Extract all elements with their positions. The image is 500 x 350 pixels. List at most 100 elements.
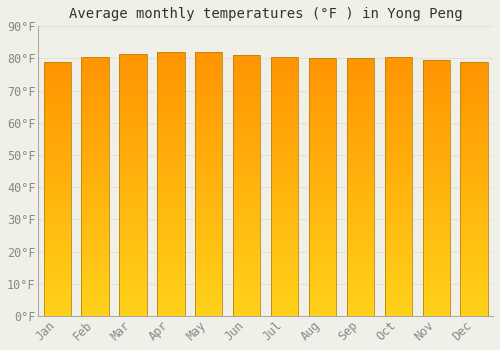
Bar <box>347 148 374 152</box>
Bar <box>422 309 450 313</box>
Bar <box>309 161 336 165</box>
Bar <box>347 284 374 287</box>
Bar <box>120 113 146 116</box>
Bar <box>120 276 146 280</box>
Bar <box>384 128 412 131</box>
Bar <box>309 306 336 309</box>
Bar <box>82 86 108 89</box>
Bar <box>195 164 222 168</box>
Bar <box>271 309 298 313</box>
Bar <box>422 149 450 153</box>
Bar <box>271 125 298 128</box>
Bar <box>347 88 374 91</box>
Bar <box>347 110 374 113</box>
Bar <box>82 118 108 122</box>
Bar <box>422 188 450 191</box>
Bar <box>82 147 108 151</box>
Bar <box>460 157 487 160</box>
Bar <box>309 187 336 190</box>
Bar <box>271 115 298 118</box>
Bar <box>195 154 222 158</box>
Bar <box>233 208 260 212</box>
Bar <box>422 313 450 316</box>
Bar <box>120 139 146 142</box>
Bar <box>157 78 184 82</box>
Bar <box>347 91 374 94</box>
Bar <box>157 151 184 154</box>
Bar <box>157 92 184 95</box>
Bar <box>157 227 184 230</box>
Bar <box>195 65 222 69</box>
Bar <box>120 126 146 129</box>
Bar <box>157 125 184 128</box>
Bar <box>347 268 374 271</box>
Bar <box>309 309 336 313</box>
Bar <box>460 167 487 170</box>
Bar <box>460 227 487 230</box>
Bar <box>157 309 184 313</box>
Bar <box>347 255 374 258</box>
Bar <box>384 141 412 144</box>
Bar <box>157 273 184 276</box>
Bar <box>82 125 108 128</box>
Bar <box>120 228 146 231</box>
Bar <box>384 277 412 280</box>
Bar <box>82 229 108 232</box>
Bar <box>460 90 487 93</box>
Bar <box>233 84 260 88</box>
Bar <box>271 183 298 187</box>
Bar <box>422 60 450 63</box>
Bar <box>82 306 108 309</box>
Bar <box>422 255 450 258</box>
Bar <box>347 219 374 223</box>
Bar <box>120 168 146 172</box>
Bar <box>233 120 260 124</box>
Bar <box>384 160 412 164</box>
Bar <box>157 181 184 184</box>
Bar <box>347 223 374 226</box>
Bar <box>271 177 298 180</box>
Bar <box>384 73 412 76</box>
Bar <box>120 221 146 224</box>
Bar <box>422 63 450 66</box>
Bar <box>233 313 260 316</box>
Bar <box>82 99 108 102</box>
Bar <box>157 204 184 207</box>
Bar <box>460 198 487 202</box>
Bar <box>384 99 412 102</box>
Bar <box>384 183 412 187</box>
Bar <box>271 296 298 300</box>
Bar <box>422 249 450 252</box>
Bar <box>271 280 298 284</box>
Bar <box>384 180 412 183</box>
Bar <box>460 195 487 198</box>
Bar <box>120 280 146 283</box>
Bar <box>309 213 336 216</box>
Bar <box>120 54 146 57</box>
Bar <box>460 306 487 310</box>
Bar <box>384 274 412 277</box>
Bar <box>120 208 146 211</box>
Bar <box>384 112 412 115</box>
Bar <box>347 303 374 306</box>
Bar <box>271 248 298 251</box>
Bar <box>82 300 108 303</box>
Bar <box>309 284 336 287</box>
Bar <box>195 276 222 280</box>
Bar <box>195 220 222 224</box>
Bar <box>347 58 374 316</box>
Bar <box>44 65 71 68</box>
Bar <box>44 186 71 189</box>
Bar <box>309 100 336 104</box>
Bar <box>233 231 260 234</box>
Bar <box>233 124 260 127</box>
Bar <box>271 245 298 248</box>
Bar <box>233 114 260 117</box>
Bar <box>82 134 108 138</box>
Bar <box>120 54 146 316</box>
Bar <box>44 81 71 84</box>
Bar <box>44 256 71 259</box>
Bar <box>44 87 71 90</box>
Bar <box>44 157 71 160</box>
Bar <box>195 78 222 82</box>
